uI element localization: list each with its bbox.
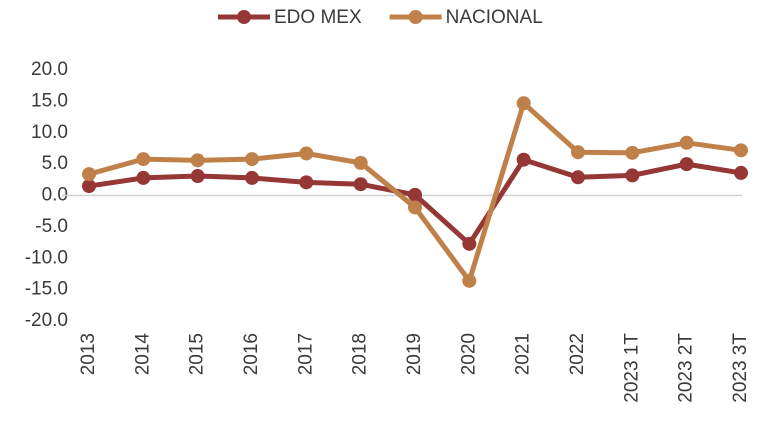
x-tick-label: 2018 bbox=[350, 333, 371, 375]
legend-marker bbox=[408, 10, 423, 24]
x-tick-label: 2023 1T bbox=[621, 333, 642, 403]
y-tick-label: 15.0 bbox=[31, 90, 68, 111]
legend-label: EDO MEX bbox=[274, 7, 362, 28]
point bbox=[299, 146, 314, 161]
point bbox=[734, 165, 748, 180]
x-tick-label: 2014 bbox=[132, 333, 153, 376]
x-tick-label: 2017 bbox=[295, 333, 316, 375]
point bbox=[190, 153, 205, 168]
x-tick-label: 2023 3T bbox=[730, 333, 751, 403]
point bbox=[462, 273, 477, 288]
point bbox=[408, 187, 422, 202]
point bbox=[679, 157, 694, 172]
x-tick-label: 2016 bbox=[241, 333, 262, 375]
x-tick-label: 2013 bbox=[78, 333, 99, 375]
point bbox=[245, 152, 259, 167]
point bbox=[190, 169, 205, 184]
y-tick-label: 5.0 bbox=[42, 153, 68, 174]
point bbox=[571, 170, 585, 185]
point bbox=[516, 96, 531, 111]
point bbox=[625, 168, 640, 183]
point bbox=[136, 152, 151, 167]
point bbox=[516, 152, 531, 167]
point bbox=[353, 155, 368, 170]
point bbox=[245, 170, 259, 185]
point bbox=[82, 179, 96, 194]
x-tick-label: 2023 2T bbox=[676, 333, 697, 403]
point bbox=[571, 145, 585, 160]
point bbox=[734, 143, 748, 158]
y-tick-label: -5.0 bbox=[35, 216, 68, 237]
x-tick-label: 2020 bbox=[458, 333, 479, 375]
y-tick-label: -20.0 bbox=[25, 310, 68, 331]
point bbox=[408, 200, 422, 215]
y-tick-label: -10.0 bbox=[25, 247, 68, 268]
point bbox=[679, 135, 694, 150]
point bbox=[625, 145, 640, 160]
legend-label: NACIONAL bbox=[446, 7, 543, 28]
x-tick-label: 2015 bbox=[187, 333, 208, 375]
y-tick-label: 20.0 bbox=[31, 59, 68, 80]
y-tick-label: 0.0 bbox=[42, 185, 68, 206]
x-tick-label: 2019 bbox=[404, 333, 425, 375]
y-tick-label: -15.0 bbox=[25, 279, 68, 300]
legend-marker bbox=[237, 10, 251, 24]
point bbox=[136, 170, 151, 185]
x-tick-label: 2022 bbox=[567, 333, 588, 375]
point bbox=[462, 236, 477, 251]
x-tick-label: 2021 bbox=[513, 333, 534, 375]
point bbox=[82, 167, 96, 182]
point bbox=[353, 177, 368, 192]
point bbox=[299, 175, 314, 190]
y-tick-label: 10.0 bbox=[31, 122, 68, 143]
